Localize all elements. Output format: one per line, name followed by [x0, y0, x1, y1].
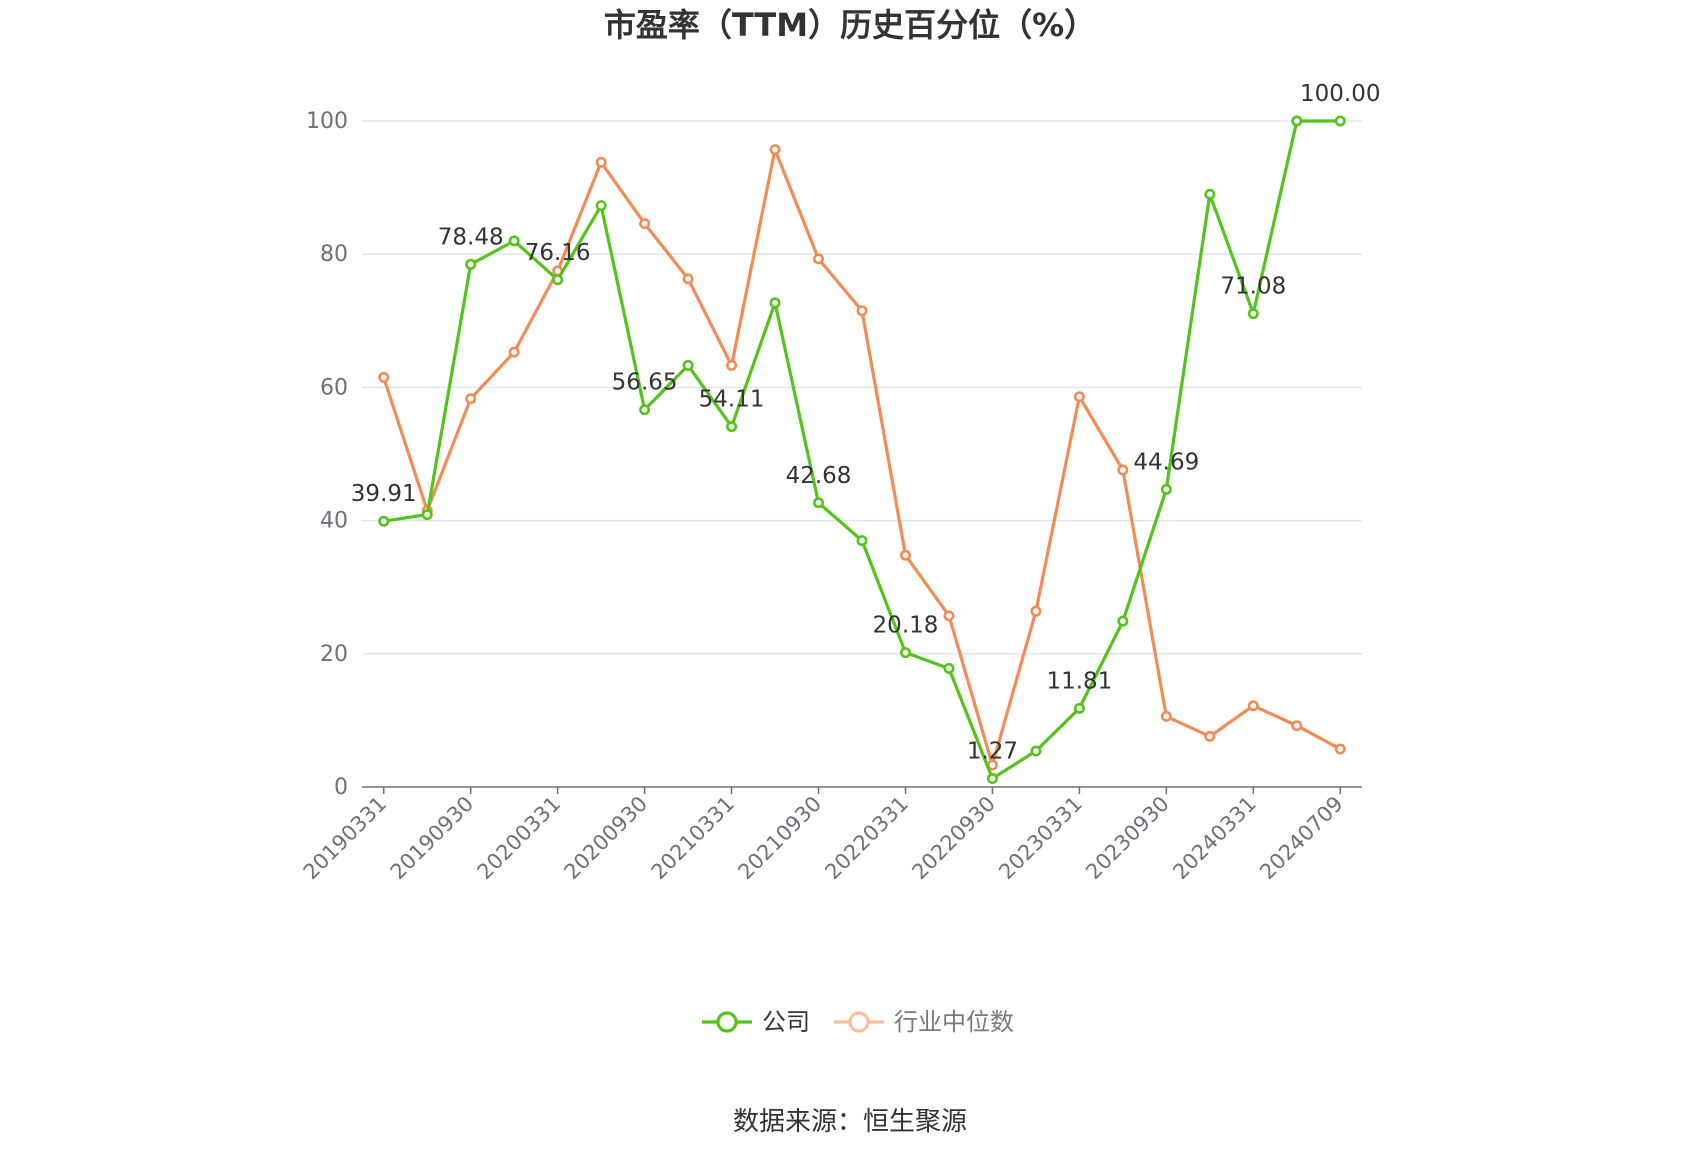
data-point	[508, 346, 520, 358]
data-point	[1291, 115, 1303, 127]
data-point	[943, 662, 955, 674]
data-point	[421, 509, 433, 521]
data-point	[1073, 702, 1085, 714]
data-label: 44.69	[1133, 449, 1199, 475]
data-point	[595, 200, 607, 212]
data-point	[1030, 605, 1042, 617]
data-point	[1247, 308, 1259, 320]
data-labels: 39.91 78.48 76.16 56.65 54.11 42.68 20.18 1.27 1…	[351, 81, 1381, 765]
data-point	[1160, 483, 1172, 495]
x-tick-label: 20240331	[1168, 792, 1261, 885]
y-tick-label: 100	[306, 109, 348, 134]
data-label: 100.00	[1300, 81, 1380, 107]
data-label: 42.68	[786, 463, 852, 489]
data-point	[682, 359, 694, 371]
data-point	[1073, 391, 1085, 403]
data-label: 11.81	[1046, 668, 1112, 694]
data-point	[986, 773, 998, 785]
data-point	[769, 144, 781, 156]
data-point	[1117, 464, 1129, 476]
data-point	[726, 421, 738, 433]
y-tick-label: 40	[320, 509, 348, 534]
legend-marker-icon	[716, 1011, 738, 1033]
data-point	[639, 218, 651, 230]
x-tick-label: 20240709	[1255, 792, 1348, 885]
data-label: 1.27	[967, 739, 1018, 765]
data-label: 78.48	[438, 224, 504, 250]
data-label: 76.16	[525, 240, 591, 266]
legend-label: 公司	[762, 1008, 810, 1036]
data-point	[595, 156, 607, 168]
data-point	[1334, 743, 1346, 755]
x-tick-label: 20210331	[647, 792, 740, 885]
data-point	[1204, 188, 1216, 200]
data-point	[1334, 115, 1346, 127]
legend-marker-icon	[848, 1011, 870, 1033]
data-point	[508, 235, 520, 247]
data-point	[552, 274, 564, 286]
data-point	[726, 359, 738, 371]
data-point	[899, 647, 911, 659]
x-tick-label: 20220930	[907, 792, 1000, 885]
x-tick-label: 20200930	[560, 792, 653, 885]
x-tick-label: 20200331	[473, 792, 566, 885]
y-tick-label: 80	[320, 242, 348, 267]
data-label: 20.18	[873, 613, 939, 639]
data-point	[682, 273, 694, 285]
legend: 公司 行业中位数	[702, 1008, 1014, 1036]
data-point	[813, 497, 825, 509]
chart-title: 市盈率（TTM）历史百分位（%）	[604, 6, 1096, 44]
data-point	[1160, 710, 1172, 722]
legend-label: 行业中位数	[894, 1008, 1014, 1036]
data-point	[856, 535, 868, 547]
x-tick-label: 20230930	[1081, 792, 1174, 885]
data-label: 56.65	[612, 370, 678, 396]
data-point	[943, 610, 955, 622]
data-point	[378, 515, 390, 527]
y-tick-label: 60	[320, 375, 348, 400]
legend-item-industry-median[interactable]	[834, 1011, 884, 1033]
data-point	[378, 371, 390, 383]
data-point	[1030, 745, 1042, 757]
x-tick-label: 20190930	[386, 792, 479, 885]
x-tick-label: 20230331	[994, 792, 1087, 885]
source-note: 数据来源：恒生聚源	[733, 1107, 967, 1137]
y-tick-label: 0	[334, 775, 348, 800]
x-tick-label: 20210930	[734, 792, 827, 885]
y-tick-label: 20	[320, 642, 348, 667]
series-lines	[378, 115, 1346, 785]
data-point	[465, 393, 477, 405]
data-label: 54.11	[699, 387, 765, 413]
data-point	[769, 297, 781, 309]
data-label: 39.91	[351, 481, 417, 507]
x-tick-label: 20220331	[820, 792, 913, 885]
data-point	[856, 305, 868, 317]
data-point	[813, 253, 825, 265]
data-point	[1247, 700, 1259, 712]
data-label: 71.08	[1220, 274, 1286, 300]
data-point	[1204, 730, 1216, 742]
data-point	[639, 404, 651, 416]
x-tick-label: 20190331	[299, 792, 392, 885]
legend-item-company[interactable]	[702, 1011, 752, 1033]
data-point	[899, 549, 911, 561]
data-point	[1291, 720, 1303, 732]
data-point	[465, 258, 477, 270]
data-point	[1117, 615, 1129, 627]
